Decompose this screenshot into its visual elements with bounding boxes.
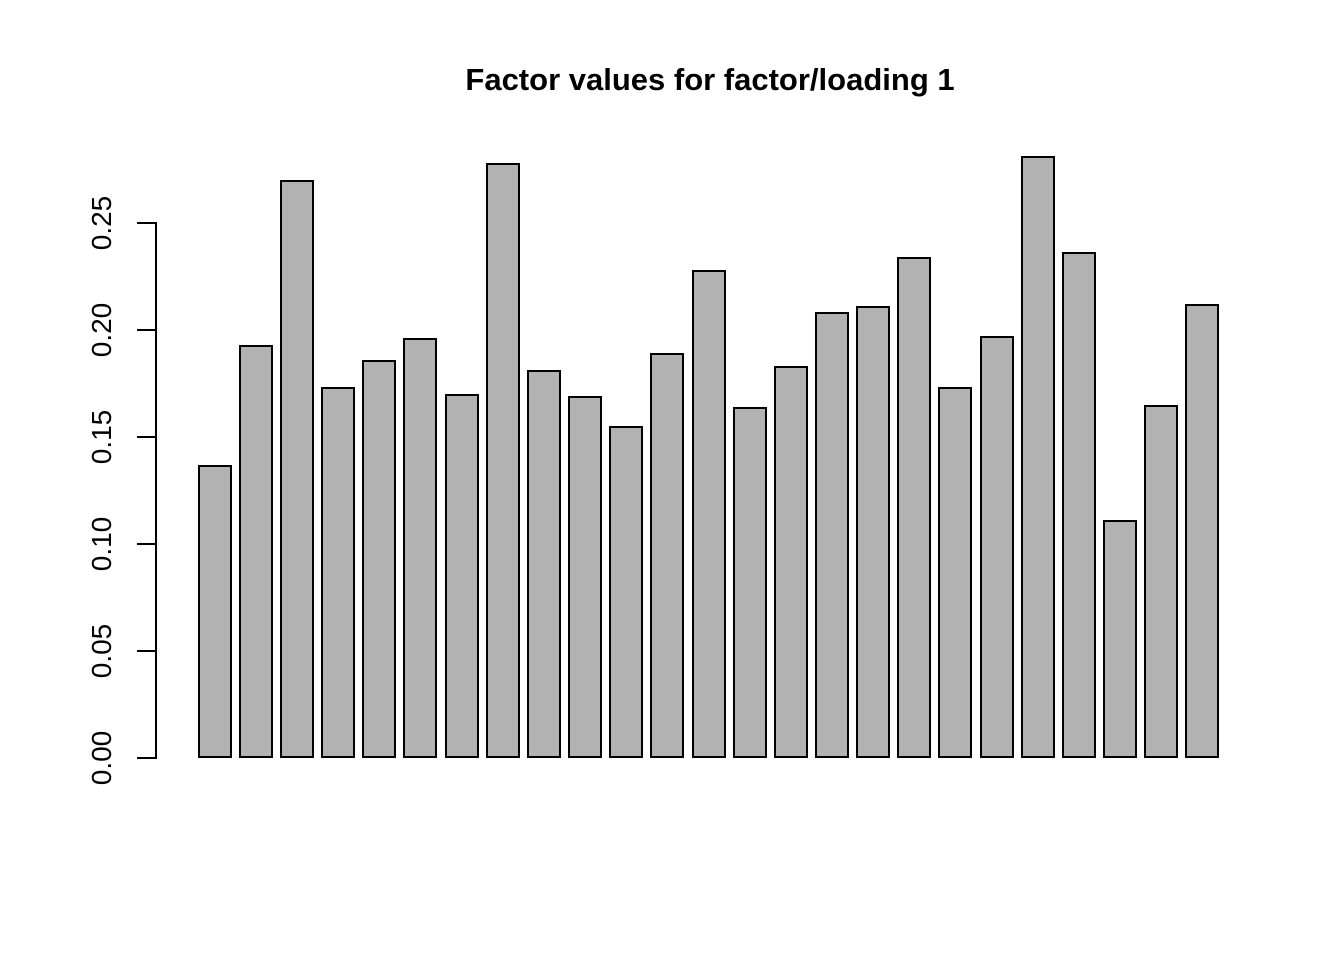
y-tick-label: 0.00: [86, 730, 117, 786]
bar: [1144, 405, 1179, 758]
y-tick: [137, 542, 156, 545]
chart-title: Factor values for factor/loading 1: [465, 62, 955, 97]
y-tick: [137, 649, 156, 652]
bar: [1103, 520, 1137, 758]
y-tick: [137, 221, 156, 224]
bar: [238, 345, 273, 758]
bar: [650, 353, 685, 758]
bar: [1185, 304, 1220, 758]
bar: [732, 407, 767, 758]
bar: [1061, 252, 1096, 758]
y-tick-label: 0.05: [86, 623, 117, 679]
bar: [979, 336, 1014, 758]
y-axis-line: [155, 222, 157, 759]
bar: [197, 465, 232, 758]
bar: [609, 426, 644, 758]
bar: [280, 180, 314, 758]
y-tick-label: 0.20: [86, 302, 117, 357]
bar: [403, 338, 438, 758]
y-tick-label: 0.25: [86, 195, 117, 250]
bar: [938, 387, 973, 758]
bar: [856, 306, 891, 758]
y-tick: [137, 435, 156, 438]
bar: [321, 387, 356, 758]
bar: [444, 394, 479, 758]
bar: [485, 163, 520, 758]
bar: [814, 312, 849, 758]
bar: [526, 370, 561, 758]
bar: [897, 257, 932, 758]
y-tick: [137, 757, 156, 759]
bar: [691, 270, 726, 758]
y-tick-label: 0.15: [86, 409, 117, 464]
bar: [1020, 156, 1055, 758]
bar: [773, 366, 808, 758]
y-tick-label: 0.10: [86, 516, 117, 572]
bar: [568, 396, 603, 758]
bar: [362, 360, 397, 758]
y-tick: [137, 328, 156, 331]
